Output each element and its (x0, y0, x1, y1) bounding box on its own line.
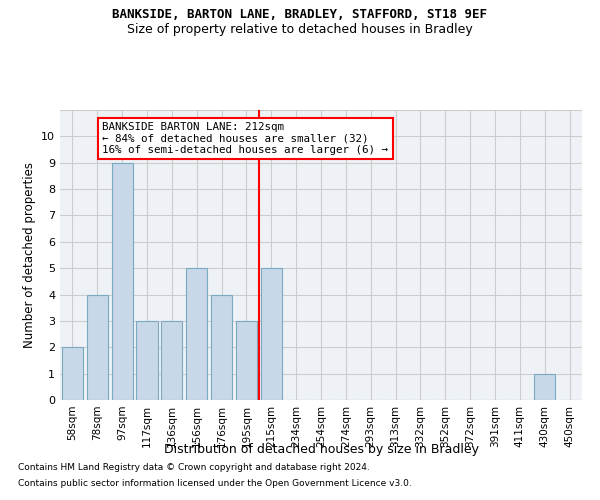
Bar (211, 294, 232, 400)
Text: Size of property relative to detached houses in Bradley: Size of property relative to detached ho… (127, 22, 473, 36)
Bar (236, 321, 257, 400)
Bar (186, 268, 207, 400)
Text: BANKSIDE BARTON LANE: 212sqm
← 84% of detached houses are smaller (32)
16% of se: BANKSIDE BARTON LANE: 212sqm ← 84% of de… (102, 122, 388, 155)
Bar (261, 268, 282, 400)
Bar (136, 321, 158, 400)
Bar (534, 374, 555, 400)
Text: Contains public sector information licensed under the Open Government Licence v3: Contains public sector information licen… (18, 478, 412, 488)
Bar (62, 348, 83, 400)
Bar (87, 294, 108, 400)
Text: Distribution of detached houses by size in Bradley: Distribution of detached houses by size … (163, 442, 479, 456)
Text: BANKSIDE, BARTON LANE, BRADLEY, STAFFORD, ST18 9EF: BANKSIDE, BARTON LANE, BRADLEY, STAFFORD… (113, 8, 487, 20)
Bar (112, 162, 133, 400)
Y-axis label: Number of detached properties: Number of detached properties (23, 162, 35, 348)
Text: Contains HM Land Registry data © Crown copyright and database right 2024.: Contains HM Land Registry data © Crown c… (18, 464, 370, 472)
Bar (161, 321, 182, 400)
